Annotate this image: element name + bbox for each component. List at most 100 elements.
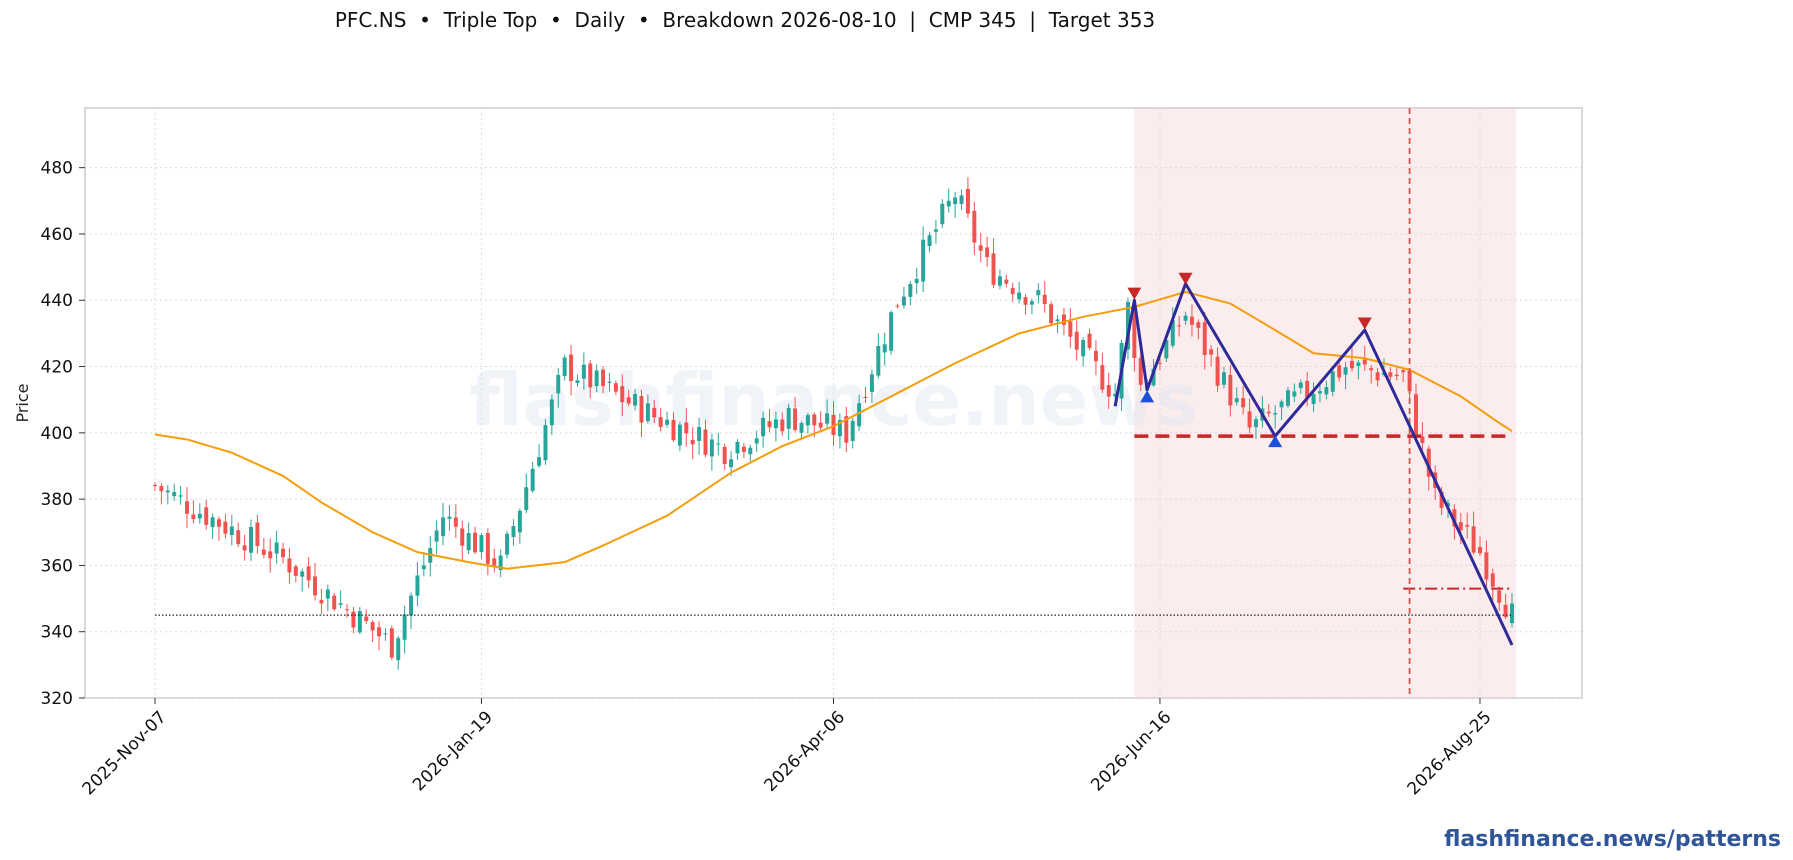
candle-body <box>1087 333 1092 348</box>
candle-body <box>997 276 1002 286</box>
candle-body <box>889 312 894 351</box>
candle-body <box>338 603 343 605</box>
candle-body <box>1157 362 1162 364</box>
footer-brand[interactable]: flashfinance.news/patterns <box>1444 827 1781 852</box>
candle-body <box>1196 322 1201 328</box>
candle-body <box>850 420 855 441</box>
candle-body <box>581 364 586 379</box>
candle-body <box>287 558 292 573</box>
candle-body <box>639 395 644 423</box>
candle-body <box>530 468 535 491</box>
candle-body <box>575 380 580 383</box>
candle-body <box>396 638 401 661</box>
candle-body <box>1311 394 1316 405</box>
candle-body <box>1349 360 1354 369</box>
candle-body <box>985 247 990 258</box>
candle-body <box>473 532 478 553</box>
candle-body <box>402 614 407 640</box>
candle-body <box>1273 413 1278 415</box>
candles <box>153 177 1514 670</box>
candle-body <box>735 441 740 454</box>
candle-body <box>223 521 228 534</box>
candle-body <box>690 439 695 445</box>
candle-body <box>421 565 426 570</box>
candle-body <box>914 278 919 284</box>
candle-body <box>1228 374 1233 406</box>
candle-body <box>1484 552 1489 580</box>
candle-body <box>1074 331 1079 350</box>
candle-body <box>562 357 567 377</box>
candle-body <box>901 296 906 306</box>
candle-body <box>453 517 458 527</box>
pattern-zone-shade <box>1134 108 1517 698</box>
candle-body <box>908 284 913 297</box>
candle-body <box>1305 380 1310 399</box>
candle-body <box>505 533 510 555</box>
candle-body <box>1285 390 1290 406</box>
candle-body <box>172 492 177 497</box>
candle-body <box>1426 448 1431 477</box>
candle-body <box>1356 362 1361 366</box>
candle-body <box>594 370 599 386</box>
candle-body <box>1471 526 1476 553</box>
y-tick-label: 440 <box>41 291 73 311</box>
candle-body <box>261 549 266 555</box>
candle-body <box>869 374 874 392</box>
candle-body <box>377 627 382 637</box>
candle-body <box>441 517 446 537</box>
candle-body <box>409 595 414 616</box>
candle-body <box>831 414 836 436</box>
x-tick-label: 2026-Aug-25 <box>1404 707 1496 799</box>
candle-body <box>1029 301 1034 305</box>
candle-body <box>703 429 708 455</box>
candle-body <box>1388 372 1393 377</box>
candle-body <box>1317 391 1322 394</box>
candle-body <box>601 369 606 387</box>
candle-body <box>1132 304 1137 358</box>
candle-body <box>1170 320 1175 346</box>
candle-body <box>1061 314 1066 325</box>
candle-body <box>229 526 234 536</box>
candle-body <box>1215 356 1220 386</box>
candle-body <box>1055 319 1060 322</box>
candle-body <box>818 422 823 428</box>
candle-body <box>236 530 241 545</box>
candle-body <box>805 415 810 426</box>
candle-body <box>697 426 702 441</box>
candle-body <box>793 408 798 430</box>
candle-body <box>1017 292 1022 300</box>
candle-body <box>1253 419 1258 428</box>
y-tick-label: 380 <box>41 490 73 510</box>
candle-body <box>1362 359 1367 365</box>
candle-body <box>268 551 273 559</box>
candle-body <box>351 611 356 628</box>
chart-title: PFC.NS • Triple Top • Daily • Breakdown … <box>334 8 1156 32</box>
candle-body <box>1151 368 1156 386</box>
candle-body <box>1068 321 1073 337</box>
candle-body <box>863 396 868 398</box>
candle-body <box>1503 604 1508 618</box>
candle-body <box>357 610 362 633</box>
peak-marker <box>1357 317 1372 330</box>
candle-body <box>748 447 753 455</box>
candle-body <box>1093 350 1098 362</box>
candle-body <box>1292 391 1297 397</box>
candle-body <box>1010 288 1015 295</box>
y-tick-label: 480 <box>41 159 73 179</box>
candle-body <box>1343 367 1348 375</box>
candle-body <box>178 495 183 497</box>
candle-body <box>1177 325 1182 327</box>
candle-body <box>684 422 689 434</box>
candle-body <box>588 363 593 388</box>
candle-body <box>498 555 503 570</box>
candle-body <box>543 425 548 461</box>
candle-body <box>415 575 420 596</box>
candle-body <box>313 576 318 596</box>
candle-body <box>754 438 759 444</box>
candle-body <box>1221 372 1226 385</box>
candle-body <box>1298 382 1303 389</box>
candle-body <box>927 235 932 247</box>
candle-body <box>1081 340 1086 357</box>
candle-body <box>940 203 945 225</box>
